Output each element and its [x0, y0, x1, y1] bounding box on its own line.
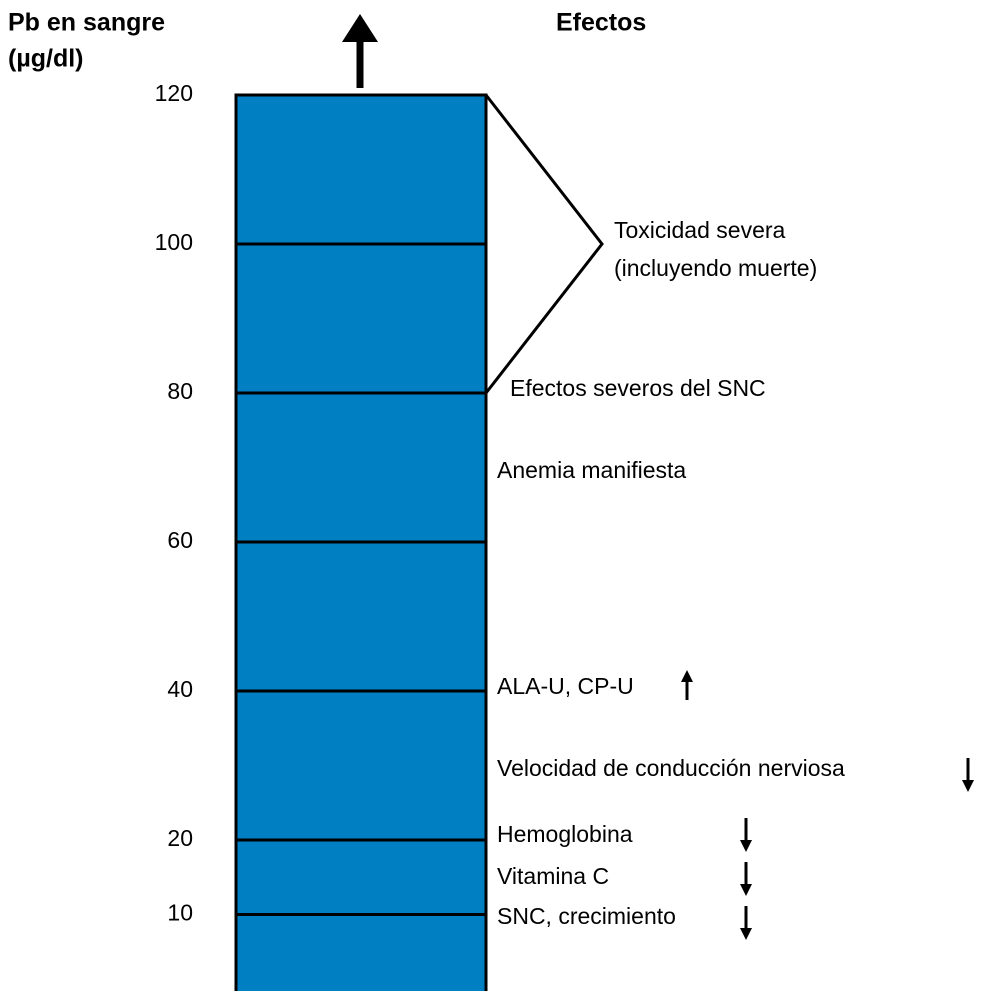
effect-label: (incluyendo muerte) — [614, 255, 817, 281]
level-label: 60 — [167, 527, 193, 553]
decrease-arrow — [740, 840, 752, 852]
effect-label: Toxicidad severa — [614, 217, 786, 243]
axis-label: Pb en sangre — [8, 9, 165, 37]
level-label: 20 — [167, 825, 193, 851]
effect-label: Anemia manifiesta — [497, 457, 686, 483]
bracket — [484, 94, 604, 394]
axis-label: (µg/dl) — [8, 45, 84, 73]
effect-label: Efectos severos del SNC — [510, 375, 766, 401]
level-label: 10 — [167, 900, 193, 926]
level-label: 120 — [155, 80, 193, 106]
decrease-arrow — [740, 884, 752, 896]
level-label: 40 — [167, 676, 193, 702]
decrease-arrow — [962, 780, 974, 792]
effect-label: SNC, crecimiento — [497, 903, 676, 929]
level-label: 100 — [155, 229, 193, 255]
effect-label: Velocidad de conducción nerviosa — [497, 755, 845, 781]
level-label: 80 — [167, 378, 193, 404]
up-arrow — [342, 14, 378, 88]
increase-arrow — [681, 670, 693, 700]
effects-title: Efectos — [556, 9, 646, 37]
effect-label: Hemoglobina — [497, 821, 633, 847]
effect-label: Vitamina C — [497, 863, 609, 889]
effect-label: ALA-U, CP-U — [497, 673, 634, 699]
decrease-arrow — [740, 928, 752, 940]
